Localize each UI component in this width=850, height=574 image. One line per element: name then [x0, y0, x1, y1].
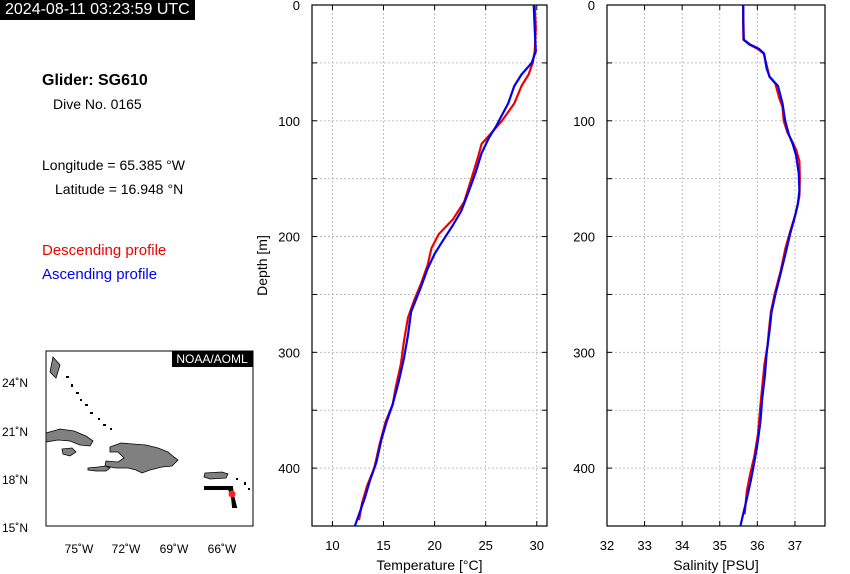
- x-tick-label: 32: [600, 538, 614, 553]
- lon-label: 72˚W: [112, 542, 141, 556]
- lon-label: 75˚W: [65, 542, 94, 556]
- y-tick-label: 0: [293, 0, 300, 13]
- lat-label: 15˚N: [2, 521, 28, 535]
- x-tick-label: 10: [325, 538, 339, 553]
- x-tick-label: 34: [675, 538, 689, 553]
- map-credit: NOAA/AOML: [176, 352, 248, 366]
- y-tick-label: 200: [573, 230, 595, 245]
- map-lon-labels: 75˚W 72˚W 69˚W 66˚W: [65, 542, 237, 556]
- legend-ascending: Ascending profile: [42, 266, 158, 283]
- descending-series-line: [742, 5, 801, 515]
- plot-frame: [606, 4, 826, 527]
- y-tick-label: 300: [278, 345, 300, 360]
- credit-box: [172, 351, 253, 367]
- x-tick-label: 37: [788, 538, 802, 553]
- lon-label: 66˚W: [208, 542, 237, 556]
- isle-shape: [61, 447, 77, 457]
- x-axis-label: Salinity [PSU]: [673, 557, 759, 573]
- x-tick-label: 25: [478, 538, 492, 553]
- timestamp-banner: 2024-08-11 03:23:59 UTC: [0, 0, 195, 20]
- y-axis-label: Depth [m]: [254, 235, 270, 296]
- jamaica-shape: [87, 465, 111, 472]
- y-tick-label: 300: [573, 345, 595, 360]
- lat-label: 18˚N: [2, 473, 28, 487]
- location-map: NOAA/AOML 24˚N 21˚N 18˚N 15˚N 75˚W 72˚W …: [2, 350, 254, 556]
- glider-position-dot: [228, 490, 236, 498]
- glider-name: Glider: SG610: [42, 72, 148, 89]
- descending-series-line: [357, 5, 537, 521]
- plot-frame: [311, 4, 548, 527]
- x-tick-label: 36: [750, 538, 764, 553]
- florida-shape: [49, 356, 61, 379]
- puerto-rico-shape: [203, 471, 229, 480]
- ascending-series-line: [739, 5, 801, 526]
- x-axis-label: Temperature [°C]: [377, 557, 483, 573]
- glider-track: [204, 486, 238, 508]
- lat-label: 24˚N: [2, 376, 28, 390]
- y-tick-label: 0: [588, 0, 595, 13]
- dive-number: Dive No. 0165: [53, 96, 142, 112]
- lon-label: 69˚W: [160, 542, 189, 556]
- y-tick-label: 100: [573, 114, 595, 129]
- y-tick-label: 100: [278, 114, 300, 129]
- x-tick-label: 33: [637, 538, 651, 553]
- small-islands: [66, 376, 250, 490]
- latitude-readout: Latitude = 16.948 °N: [55, 181, 184, 197]
- x-tick-label: 35: [713, 538, 727, 553]
- y-tick-label: 200: [278, 230, 300, 245]
- y-tick-label: 400: [278, 461, 300, 476]
- lat-label: 21˚N: [2, 425, 28, 439]
- y-tick-label: 400: [573, 461, 595, 476]
- ascending-series-line: [353, 5, 537, 526]
- legend-descending: Descending profile: [42, 242, 167, 259]
- map-lat-labels: 24˚N 21˚N 18˚N 15˚N: [2, 376, 28, 535]
- hispaniola-shape: [104, 442, 179, 474]
- x-tick-label: 20: [427, 538, 441, 553]
- x-tick-label: 15: [376, 538, 390, 553]
- longitude-readout: Longitude = 65.385 °W: [42, 157, 185, 173]
- salinity-chart: 32 33 34 35 36 37 0 100 200 300 400 Salinity [PSU]: [573, 0, 826, 573]
- x-tick-label: 30: [530, 538, 544, 553]
- cuba-shape: [45, 428, 94, 447]
- land-masses: [45, 356, 229, 480]
